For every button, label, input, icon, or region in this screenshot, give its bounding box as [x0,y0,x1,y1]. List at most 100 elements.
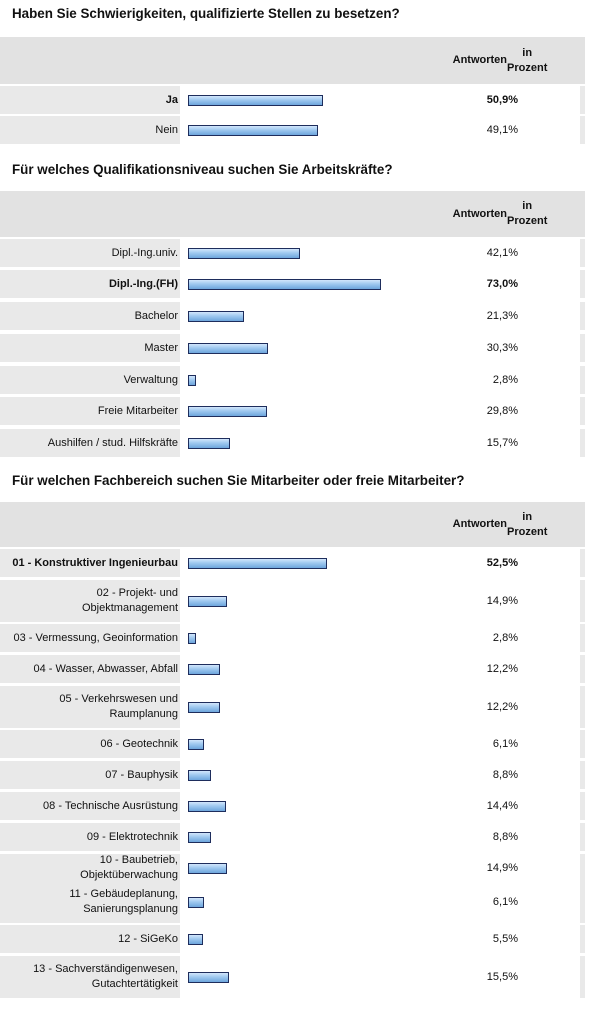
value-label: 21,3% [486,310,518,322]
table-row: Verwaltung 2,8% [0,366,585,394]
row-label: 11 - Gebäudeplanung, Sanierungsplanung [69,888,178,915]
row-label: Dipl.-Ing.univ. [111,246,178,259]
column-header-line: Antworten [452,518,508,530]
bar-cell: 12,2% [180,655,580,683]
row-label: 10 - Baubetrieb, Objektüberwachung [80,854,178,881]
value-label: 14,4% [486,800,518,812]
bar [188,972,229,983]
bar-cell: 8,8% [180,823,580,851]
bar-cell: 73,0% [180,270,580,298]
bar [188,801,226,812]
value-label: 14,9% [486,595,518,607]
table-row: Freie Mitarbeiter 29,8% [0,397,585,425]
bar [188,248,300,259]
table-row: Bachelor 21,3% [0,302,585,330]
value-label: 2,8% [492,632,518,644]
bar-cell: 14,9% [180,854,580,882]
table-row: 04 - Wasser, Abwasser, Abfall 12,2% [0,655,585,683]
table-row: 06 - Geotechnik 6,1% [0,730,585,758]
section-title: Für welchen Fachbereich suchen Sie Mitar… [12,473,465,488]
row-label: 07 - Bauphysik [105,768,178,781]
column-header-answers: Antworten in Prozent [453,191,548,237]
section-title: Haben Sie Schwierigkeiten, qualifizierte… [12,6,400,21]
value-label: 14,9% [486,862,518,874]
row-label: 02 - Projekt- und Objektmanagement [82,587,178,614]
table-row: Aushilfen / stud. Hilfskräfte 15,7% [0,429,585,457]
table-row: 11 - Gebäudeplanung, Sanierungsplanung 6,… [0,881,585,923]
row-label: Nein [155,123,178,136]
row-label: 06 - Geotechnik [100,737,178,750]
bar [188,897,204,908]
column-header-answers: Antworten in Prozent [453,502,548,547]
value-label: 49,1% [486,124,518,136]
bar-cell: 6,1% [180,730,580,758]
bar [188,279,381,290]
bar [188,311,244,322]
column-header-line: in Prozent [507,200,548,227]
bar [188,702,220,713]
bar-cell: 2,8% [180,624,580,652]
bar [188,558,327,569]
table-row: Dipl.-Ing.univ. 42,1% [0,239,585,267]
row-label: 12 - SiGeKo [118,932,178,945]
row-label: 05 - Verkehrswesen und Raumplanung [59,693,178,720]
column-header-line: in Prozent [507,510,548,538]
value-label: 73,0% [486,278,518,290]
bar [188,438,230,449]
row-label: Freie Mitarbeiter [97,404,178,417]
section-title: Für welches Qualifikationsniveau suchen … [12,162,393,177]
table-row: 12 - SiGeKo 5,5% [0,925,585,953]
bar-cell: 8,8% [180,761,580,789]
bar [188,664,220,675]
value-label: 52,5% [486,557,518,569]
bar [188,95,323,106]
table-row: Dipl.-Ing.(FH) 73,0% [0,270,585,298]
value-label: 12,2% [486,701,518,713]
row-label: 01 - Konstruktiver Ingenieurbau [12,556,178,569]
bar [188,596,227,607]
bar-cell: 30,3% [180,334,580,362]
bar-cell: 14,4% [180,792,580,820]
row-label: 04 - Wasser, Abwasser, Abfall [33,662,179,675]
value-label: 29,8% [486,405,518,417]
row-label: 08 - Technische Ausrüstung [43,799,178,812]
value-label: 15,5% [486,971,518,983]
value-label: 12,2% [486,663,518,675]
bar [188,863,227,874]
table-row: Master 30,3% [0,334,585,362]
bar [188,832,211,843]
bar-cell: 15,7% [180,429,580,457]
value-label: 8,8% [492,831,518,843]
table-row: 03 - Vermessung, Geoinformation 2,8% [0,624,585,652]
row-label: 09 - Elektrotechnik [86,830,178,843]
value-label: 30,3% [486,342,518,354]
bar [188,406,267,417]
bar-cell: 5,5% [180,925,580,953]
table-row: 02 - Projekt- und Objektmanagement 14,9% [0,580,585,622]
value-label: 50,9% [486,94,518,106]
bar [188,934,203,945]
row-label: 03 - Vermessung, Geoinformation [13,631,178,644]
table-row: Ja 50,9% [0,86,585,114]
column-header-line: in Prozent [507,46,548,74]
row-label: Master [144,341,178,354]
bar-cell: 49,1% [180,116,580,144]
row-label: Ja [165,93,178,106]
bar-cell: 14,9% [180,580,580,622]
value-label: 6,1% [492,738,518,750]
value-label: 2,8% [492,374,518,386]
row-label: Aushilfen / stud. Hilfskräfte [47,436,178,449]
table-row: 13 - Sachverständigenwesen, Gutachtertät… [0,956,585,998]
table-row: 07 - Bauphysik 8,8% [0,761,585,789]
column-header-answers: Antworten in Prozent [453,37,548,84]
bar [188,633,196,644]
table-row: 08 - Technische Ausrüstung 14,4% [0,792,585,820]
table-row: Nein 49,1% [0,116,585,144]
bar-cell: 15,5% [180,956,580,998]
value-label: 42,1% [486,247,518,259]
value-label: 5,5% [492,933,518,945]
bar-cell: 21,3% [180,302,580,330]
bar [188,770,211,781]
table-row: 10 - Baubetrieb, Objektüberwachung 14,9% [0,854,585,882]
row-label: Dipl.-Ing.(FH) [108,277,178,290]
